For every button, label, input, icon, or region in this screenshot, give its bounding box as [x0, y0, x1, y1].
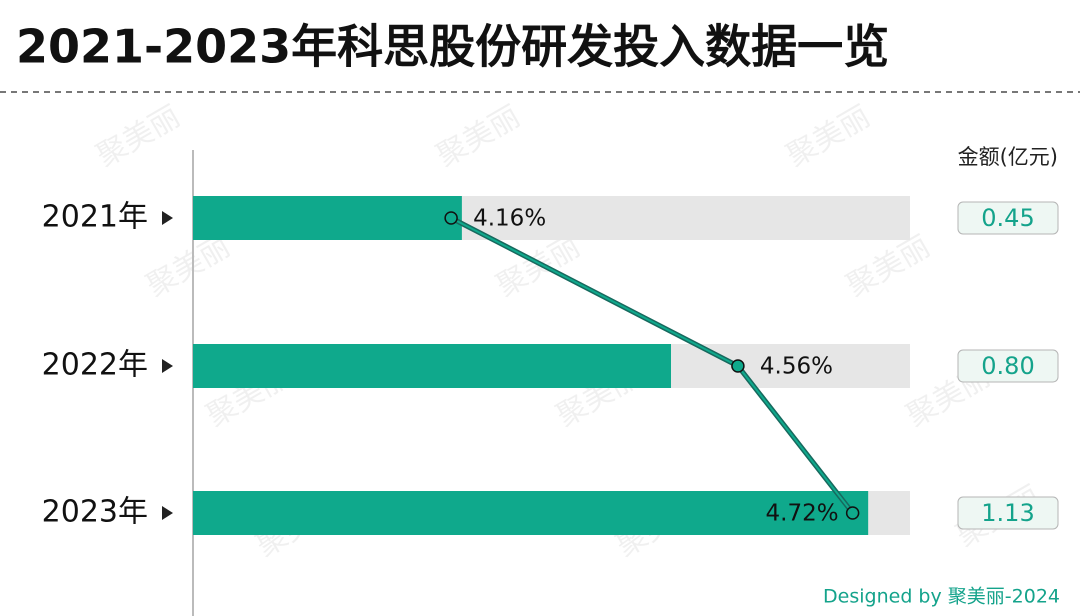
line-point — [444, 211, 458, 225]
percent-label: 4.72% — [766, 501, 839, 527]
footer: Designed by 聚美丽-2024 — [823, 586, 1060, 608]
amount-box — [957, 201, 1059, 235]
watermark: 聚美丽 — [491, 229, 586, 304]
amount-box — [957, 349, 1059, 383]
bar — [193, 196, 462, 240]
percent-label: 4.56% — [760, 354, 833, 380]
marker-triangle — [162, 211, 173, 225]
unit-label: 金额(亿元) — [958, 145, 1058, 169]
bar — [193, 344, 671, 388]
watermark: 聚美丽 — [431, 99, 526, 174]
line-point — [845, 506, 860, 520]
chart-title: 2021-2023年科思股份研发投入数据一览 — [16, 20, 889, 74]
amount-box — [957, 496, 1059, 530]
amount-label: 0.45 — [981, 204, 1034, 232]
watermark: 聚美丽 — [841, 229, 936, 304]
watermark: 聚美丽 — [781, 99, 876, 174]
percent-label: 4.16% — [473, 206, 546, 232]
y-tick-label: 2021年 — [42, 200, 148, 235]
amount-label: 0.80 — [981, 352, 1034, 380]
amount-label: 1.13 — [981, 499, 1034, 527]
y-tick-label: 2022年 — [42, 348, 148, 383]
marker-triangle — [162, 359, 173, 373]
y-tick-label: 2023年 — [42, 495, 148, 530]
line-point — [731, 359, 745, 373]
watermark: 聚美丽 — [91, 99, 186, 174]
watermark: 聚美丽 — [141, 229, 236, 304]
bar — [193, 491, 869, 535]
marker-triangle — [162, 506, 173, 520]
